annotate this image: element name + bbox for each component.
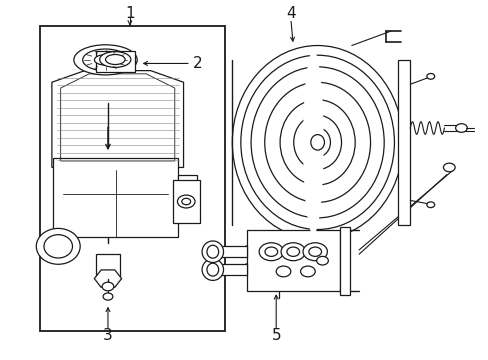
Bar [53, 158, 177, 237]
Ellipse shape [293, 115, 341, 170]
Ellipse shape [100, 51, 131, 67]
Ellipse shape [74, 45, 137, 75]
Ellipse shape [105, 54, 125, 64]
Ellipse shape [304, 128, 330, 157]
Bar [172, 180, 199, 223]
Ellipse shape [202, 241, 223, 262]
Circle shape [182, 198, 190, 205]
Bar [96, 51, 135, 72]
Bar [339, 226, 349, 295]
Circle shape [281, 243, 305, 261]
Circle shape [316, 256, 328, 265]
Text: 1: 1 [125, 6, 135, 21]
Bar [212, 264, 246, 275]
Circle shape [177, 195, 195, 208]
Circle shape [276, 266, 290, 277]
Ellipse shape [243, 246, 250, 257]
Ellipse shape [44, 235, 72, 258]
Bar [177, 200, 197, 211]
Ellipse shape [208, 246, 216, 257]
Ellipse shape [303, 50, 323, 234]
Ellipse shape [208, 264, 216, 275]
Text: 2: 2 [193, 56, 203, 71]
Circle shape [426, 73, 434, 79]
Ellipse shape [264, 82, 370, 202]
Ellipse shape [206, 263, 218, 276]
Circle shape [455, 124, 467, 132]
Ellipse shape [82, 49, 128, 71]
Bar [212, 246, 246, 257]
Circle shape [286, 247, 299, 256]
Circle shape [303, 243, 327, 261]
Bar [246, 230, 339, 291]
Text: 3: 3 [103, 328, 113, 343]
Ellipse shape [94, 55, 116, 65]
Text: 4: 4 [285, 6, 295, 21]
Polygon shape [52, 71, 183, 167]
Circle shape [259, 243, 283, 261]
Circle shape [264, 247, 277, 256]
Bar [40, 26, 224, 330]
Bar [177, 175, 197, 185]
Ellipse shape [241, 55, 394, 229]
Circle shape [102, 282, 114, 291]
Ellipse shape [243, 264, 250, 275]
Circle shape [426, 202, 434, 208]
Ellipse shape [202, 259, 223, 280]
Ellipse shape [250, 67, 384, 218]
Circle shape [443, 163, 454, 172]
Circle shape [308, 247, 321, 256]
Ellipse shape [206, 245, 218, 258]
Ellipse shape [36, 228, 80, 264]
Ellipse shape [232, 45, 402, 239]
Bar [397, 60, 409, 225]
Ellipse shape [280, 100, 354, 185]
Ellipse shape [310, 135, 324, 150]
Bar [96, 253, 120, 279]
Text: 5: 5 [271, 328, 281, 343]
Polygon shape [94, 270, 122, 287]
Circle shape [103, 293, 113, 300]
Circle shape [300, 266, 315, 277]
